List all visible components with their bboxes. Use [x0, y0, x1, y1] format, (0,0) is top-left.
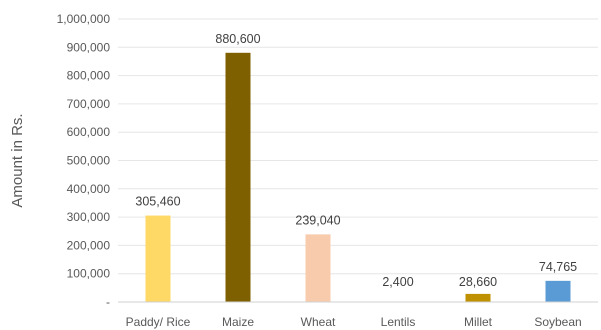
x-tick-label: Lentils — [381, 315, 416, 329]
y-tick-label: 200,000 — [67, 238, 111, 252]
bar — [465, 293, 491, 302]
y-tick-label: 800,000 — [67, 69, 111, 83]
x-tick-label: Millet — [464, 315, 493, 329]
bar — [145, 215, 171, 302]
data-label: 880,600 — [215, 32, 260, 46]
data-label: 239,040 — [295, 213, 340, 227]
y-tick-label: 600,000 — [67, 125, 111, 139]
x-axis-ticks: Paddy/ Rice Maize Wheat Lentils Millet Soybea… — [126, 315, 582, 329]
data-label: 2,400 — [382, 275, 413, 289]
bar — [305, 234, 331, 302]
gridlines — [118, 18, 598, 275]
y-tick-label: - — [106, 295, 110, 309]
bar — [225, 52, 251, 303]
y-tick-label: 500,000 — [67, 154, 111, 168]
data-label: 74,765 — [539, 260, 577, 274]
bar — [545, 280, 571, 302]
y-tick-label: 900,000 — [67, 40, 111, 54]
y-tick-label: 1,000,000 — [57, 12, 111, 26]
y-tick-label: 100,000 — [67, 267, 111, 281]
x-tick-label: Wheat — [301, 315, 336, 329]
y-tick-label: 400,000 — [67, 182, 111, 196]
data-labels: 305,460 880,600 239,040 2,400 28,660 74,765 — [135, 32, 577, 289]
y-tick-label: 700,000 — [67, 97, 111, 111]
x-tick-label: Soybean — [534, 315, 581, 329]
x-tick-label: Paddy/ Rice — [126, 315, 191, 329]
bars — [145, 52, 571, 303]
y-axis-ticks: - 100,000 200,000 300,000 400,000 500,000 600,… — [57, 12, 111, 309]
y-axis-title: Amount in Rs. — [9, 113, 26, 207]
y-tick-label: 300,000 — [67, 210, 111, 224]
x-tick-label: Maize — [222, 315, 254, 329]
data-label: 305,460 — [135, 195, 180, 209]
data-label: 28,660 — [459, 275, 497, 289]
